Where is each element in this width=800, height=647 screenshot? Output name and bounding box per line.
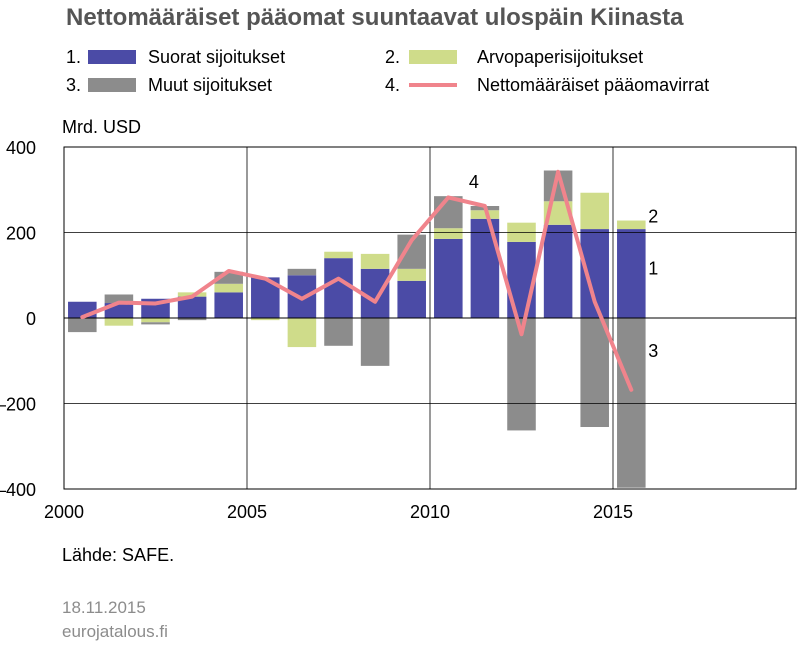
source-note: Lähde: SAFE. — [62, 545, 175, 565]
x-tick-label: 2000 — [44, 502, 84, 522]
bar-fdi-2009 — [397, 280, 426, 318]
bar-group — [68, 170, 646, 488]
bar-fdi-2007 — [324, 258, 353, 318]
legend-item-fdi: 1. Suorat sijoitukset — [66, 47, 366, 67]
bar-portfolio-2007 — [324, 251, 353, 259]
bar-portfolio-2001 — [104, 318, 134, 326]
bar-other-2000 — [68, 318, 97, 333]
bar-other-2007 — [324, 318, 353, 346]
bar-portfolio-2010 — [434, 228, 463, 239]
y-tick-label: –200 — [0, 395, 36, 415]
y-axis-unit: Mrd. USD — [62, 117, 142, 137]
bar-fdi-2004 — [214, 292, 243, 318]
legend-line-net-flows — [409, 83, 457, 87]
legend-swatch-other — [88, 78, 136, 92]
legend-label: Arvopaperisijoitukset — [477, 47, 644, 67]
y-tick-label: 0 — [26, 309, 36, 329]
bar-portfolio-2009 — [397, 268, 426, 281]
legend-label: Suorat sijoitukset — [148, 47, 286, 67]
legend-item-other: 3. Muut sijoitukset — [66, 75, 366, 95]
y-tick-label: 400 — [6, 138, 36, 158]
bar-other-2012 — [507, 318, 536, 431]
bar-portfolio-2004 — [214, 283, 243, 293]
bar-portfolio-2014 — [580, 192, 609, 230]
bar-fdi-2013 — [543, 224, 573, 318]
chart-title: Nettomääräiset pääomat suuntaavat ulospä… — [66, 4, 684, 31]
legend-item-net-flows: 4. Nettomääräiset pääomavirrat — [385, 75, 785, 95]
legend-swatch-fdi — [88, 50, 136, 64]
plot-frame — [63, 146, 797, 490]
annotations: 4 2 1 3 — [469, 172, 658, 361]
y-tick-label: –400 — [0, 480, 36, 500]
site-name: eurojatalous.fi — [62, 622, 168, 641]
x-tick-label: 2015 — [593, 502, 633, 522]
bar-other-2015 — [617, 318, 646, 488]
bar-other-2004 — [214, 271, 243, 284]
bar-portfolio-2011 — [470, 210, 500, 219]
series-number-label: 3 — [648, 341, 658, 361]
legend-swatch-portfolio — [409, 50, 457, 64]
x-tick-label: 2005 — [227, 502, 267, 522]
legend-label: Muut sijoitukset — [148, 75, 273, 95]
legend-number: 2. — [385, 47, 401, 67]
bar-portfolio-2006 — [287, 318, 317, 348]
bar-other-2001 — [104, 294, 134, 304]
bar-fdi-2015 — [617, 229, 646, 318]
bar-other-2014 — [580, 318, 609, 428]
series-number-label: 1 — [648, 259, 658, 279]
y-tick-label: 200 — [6, 224, 36, 244]
bar-portfolio-2002 — [141, 318, 170, 323]
bar-portfolio-2008 — [360, 253, 390, 269]
line-group — [80, 169, 634, 392]
bar-fdi-2010 — [434, 238, 463, 318]
net-flows-line — [80, 169, 634, 392]
x-tick-label: 2010 — [410, 502, 450, 522]
bar-fdi-2012 — [507, 241, 536, 318]
bar-fdi-2011 — [470, 218, 500, 318]
bar-other-2002 — [141, 322, 170, 325]
series-number-label: 2 — [648, 206, 658, 226]
legend-label: Nettomääräiset pääomavirrat — [477, 75, 710, 95]
publish-date: 18.11.2015 — [62, 598, 146, 617]
bar-fdi-2003 — [177, 296, 207, 319]
legend-item-portfolio: 2. Arvopaperisijoitukset — [385, 47, 705, 67]
bar-other-2008 — [360, 318, 390, 366]
legend-number: 4. — [385, 75, 401, 95]
bar-other-2006 — [287, 268, 317, 276]
bar-other-2003 — [177, 318, 207, 321]
bar-portfolio-2005 — [251, 318, 280, 321]
bar-portfolio-2015 — [617, 220, 646, 230]
legend-number: 3. — [66, 75, 82, 95]
legend-number: 1. — [66, 47, 82, 67]
series-number-label: 4 — [469, 172, 479, 192]
